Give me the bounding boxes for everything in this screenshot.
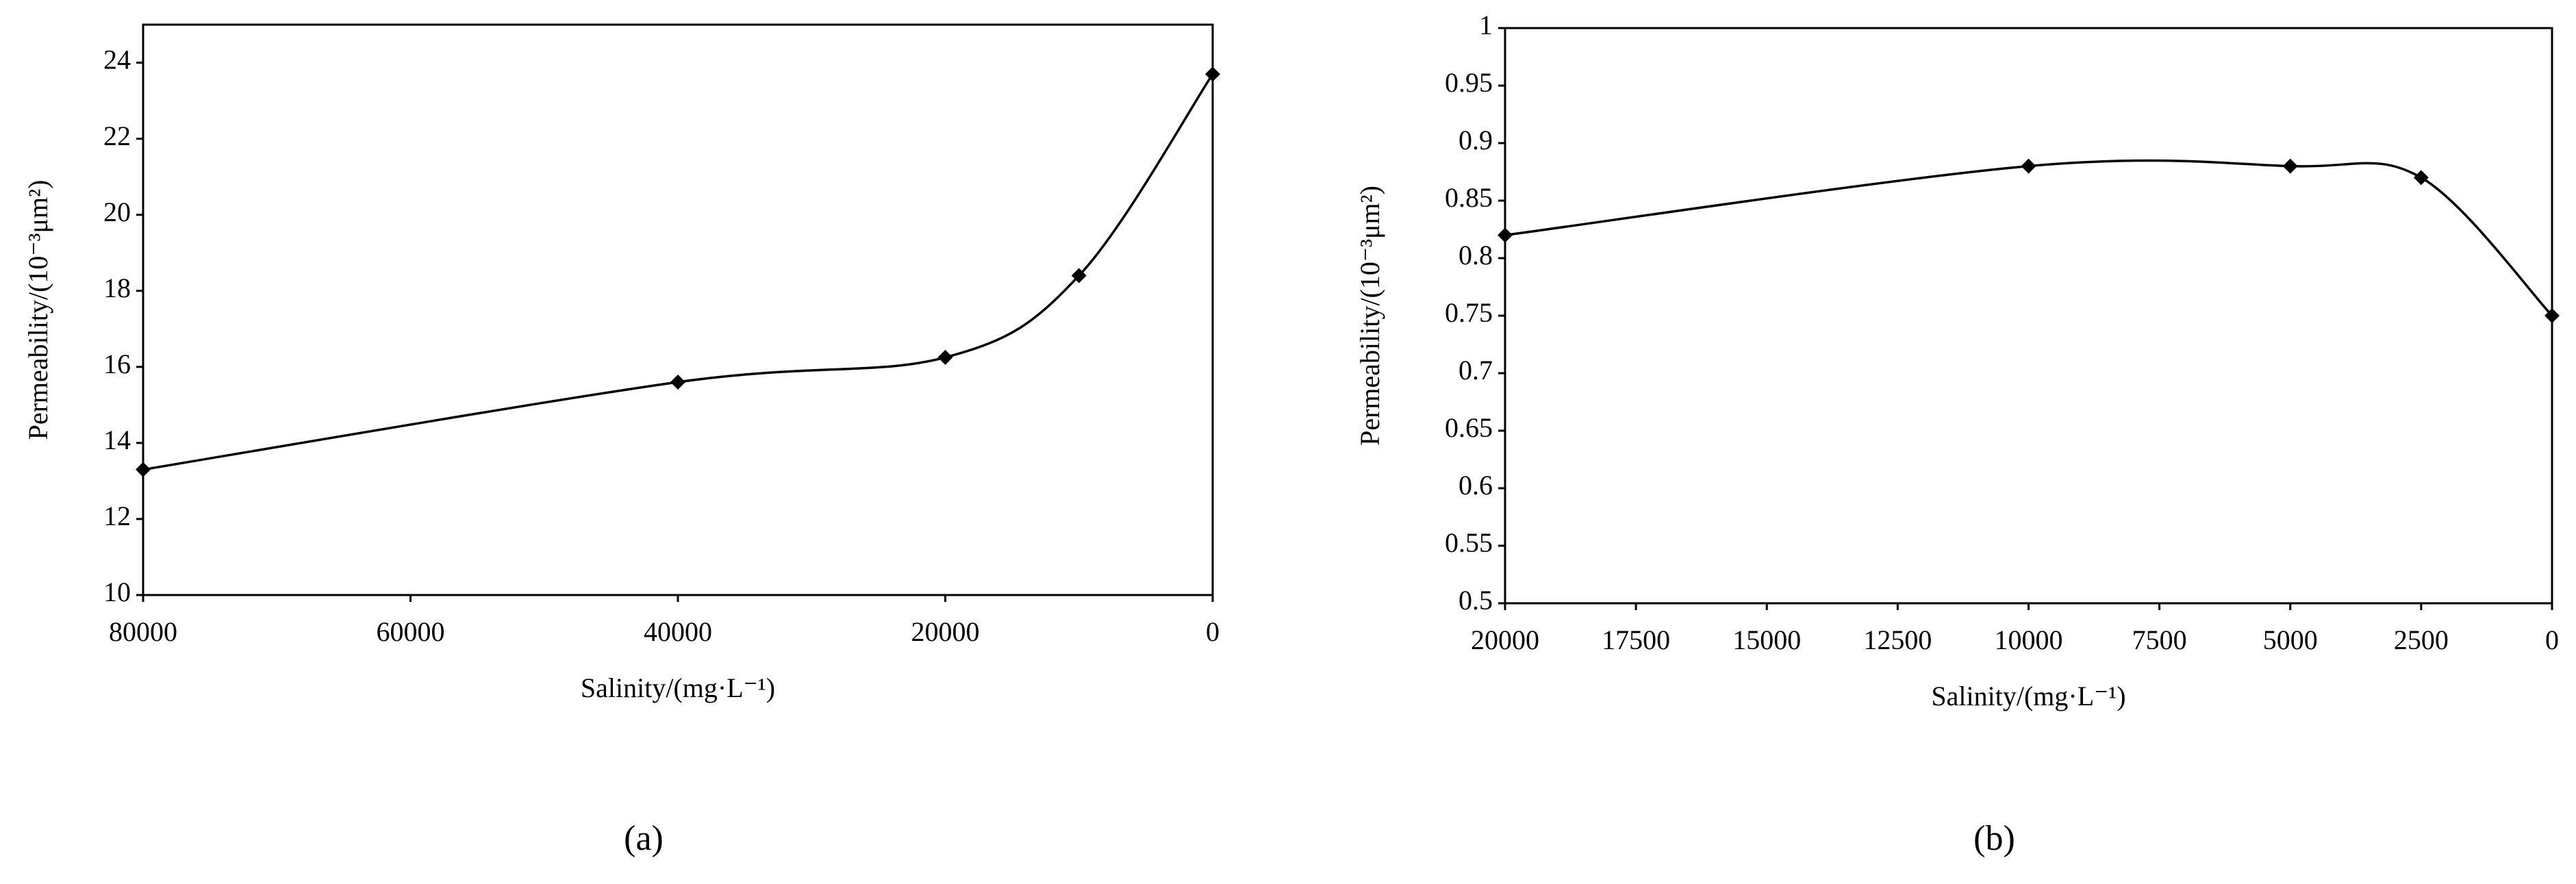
x-tick-label: 17500 <box>1602 624 1670 655</box>
x-tick-label: 0 <box>1206 616 1220 647</box>
x-axis-label: Salinity/(mg·L⁻¹) <box>581 672 775 703</box>
plot-frame <box>142 23 1214 596</box>
y-axis-label: Permeability/(10⁻³μm²) <box>23 180 53 440</box>
y-tick-label: 1 <box>1479 10 1493 40</box>
x-tick-label: 20000 <box>911 616 980 647</box>
x-tick-label: 7500 <box>2132 624 2187 655</box>
x-tick-label: 0 <box>2545 624 2559 655</box>
line <box>1504 159 2553 317</box>
plot-frame <box>1504 27 2553 605</box>
marker <box>2282 158 2298 174</box>
y-tick-label: 20 <box>103 197 131 227</box>
marker <box>2545 308 2560 323</box>
x-tick-label: 80000 <box>109 616 177 647</box>
y-tick-label: 14 <box>103 425 131 455</box>
marker <box>1205 66 1220 82</box>
x-tick-label: 40000 <box>644 616 712 647</box>
marker <box>1498 227 1513 243</box>
marker <box>670 375 685 390</box>
y-tick-label: 22 <box>103 121 131 151</box>
y-tick-label: 0.5 <box>1459 585 1493 616</box>
marker <box>136 462 151 477</box>
y-tick-label: 18 <box>103 273 131 303</box>
y-tick-label: 0.95 <box>1445 67 1493 98</box>
y-tick-label: 24 <box>103 45 131 75</box>
line <box>142 73 1214 471</box>
x-tick-label: 12500 <box>1863 624 1932 655</box>
y-tick-label: 0.85 <box>1445 182 1493 213</box>
x-tick-label: 5000 <box>2263 624 2318 655</box>
x-axis-label: Salinity/(mg·L⁻¹) <box>1931 681 2125 711</box>
x-tick-label: 60000 <box>377 616 445 647</box>
y-tick-label: 0.8 <box>1459 240 1493 270</box>
panel-label: (b) <box>1973 819 2015 858</box>
y-tick-label: 12 <box>103 501 131 531</box>
x-tick-label: 20000 <box>1471 624 1539 655</box>
x-tick-label: 2500 <box>2394 624 2449 655</box>
y-tick-label: 0.65 <box>1445 412 1493 443</box>
marker <box>2413 170 2429 186</box>
y-tick-label: 0.55 <box>1445 527 1493 558</box>
y-tick-label: 16 <box>103 349 131 379</box>
y-axis-label: Permeability/(10⁻³μm²) <box>1354 186 1385 446</box>
marker <box>937 349 953 365</box>
y-tick-label: 10 <box>103 577 131 607</box>
x-tick-label: 15000 <box>1732 624 1801 655</box>
y-tick-label: 0.9 <box>1459 125 1493 155</box>
marker <box>2021 158 2036 174</box>
y-tick-label: 0.6 <box>1459 470 1493 501</box>
marker <box>1071 268 1087 283</box>
x-tick-label: 10000 <box>1995 624 2063 655</box>
y-tick-label: 0.75 <box>1445 297 1493 328</box>
panel-label: (a) <box>624 819 664 858</box>
y-tick-label: 0.7 <box>1459 355 1493 386</box>
